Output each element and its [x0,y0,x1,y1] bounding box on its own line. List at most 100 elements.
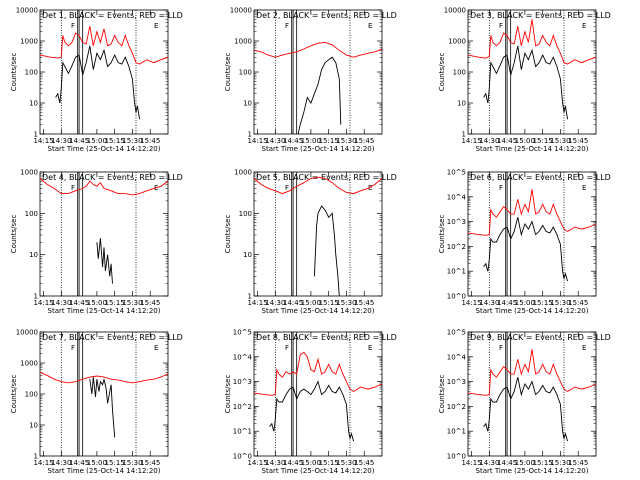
events-series-line [96,238,113,284]
events-series-line [483,217,569,282]
y-tick-label: 1000 [20,360,38,368]
chart-title: Det 4, BLACK = Events, RED = LLD [42,173,183,182]
events-series-line [297,56,342,135]
lld-series-line [253,176,383,195]
y-tick-label: 10000 [16,7,38,15]
x-tick-label: 15:15 [319,137,339,145]
x-tick-label: 15:45 [140,137,160,145]
x-tick-label: 15:45 [568,459,588,467]
y-axis-label: Counts/sec [224,215,232,254]
y-tick-label: 1000 [20,169,38,177]
y-tick-label: 1 [34,131,38,139]
x-tick-label: 14:45 [283,137,303,145]
y-tick-label: 10 [457,100,466,108]
x-axis-label: Start Time (25-Oct-14 14:12:20) [476,307,589,315]
y-tick-label: 10000 [16,329,38,337]
y-tick-label: 10^3 [447,378,466,386]
flag-label: F [71,22,75,30]
x-tick-label: 15:15 [533,459,553,467]
flag-label-right: E [582,184,586,192]
x-tick-label: 14:30 [265,137,285,145]
y-tick-label: 1 [248,293,252,301]
flag-label: F [499,344,503,352]
x-tick-label: 14:15 [247,459,267,467]
flag-label-right: E [154,22,158,30]
det-panel-7: Det 7, BLACK = Events, RED = LLD F E 1 10 100… [10,329,183,476]
flag-label-right: E [368,184,372,192]
x-axis-label: Start Time (25-Oct-14 14:12:20) [476,145,589,153]
x-tick-label: 15:00 [87,137,107,145]
y-tick-label: 10^3 [447,218,466,226]
lld-series-line [253,351,383,396]
y-tick-label: 10^0 [233,453,252,461]
x-tick-label: 15:30 [550,459,570,467]
y-tick-label: 1000 [448,38,466,46]
flag-label: F [285,344,289,352]
x-tick-label: 15:00 [515,299,535,307]
chart-title: Det 3, BLACK = Events, RED = LLD [470,11,611,20]
x-tick-label: 14:45 [283,459,303,467]
x-tick-label: 14:45 [497,137,517,145]
y-tick-label: 100 [239,210,252,218]
y-axis-label: Counts/sec [438,53,446,92]
y-tick-label: 10^1 [447,428,466,436]
x-tick-label: 14:30 [479,459,499,467]
x-tick-label: 15:30 [122,459,142,467]
y-tick-label: 1000 [234,169,252,177]
flag-label-right: E [368,344,372,352]
y-tick-label: 10000 [444,7,466,15]
flag-label-right: E [582,344,586,352]
y-axis-label: Counts/sec [438,215,446,254]
x-tick-label: 15:45 [354,299,374,307]
y-axis-label: Counts/sec [224,53,232,92]
y-tick-label: 10 [29,422,38,430]
x-tick-label: 14:30 [265,459,285,467]
flag-label: F [71,344,75,352]
x-tick-label: 14:45 [497,299,517,307]
y-tick-label: 10 [29,251,38,259]
flag-label: F [285,22,289,30]
y-tick-label: 10^2 [233,403,252,411]
x-tick-label: 14:15 [247,137,267,145]
det-panel-8: Det 8, BLACK = Events, RED = LLD F E 10^0 10… [224,329,397,476]
y-tick-label: 10^3 [233,378,252,386]
x-tick-label: 15:15 [319,299,339,307]
y-tick-label: 1 [34,453,38,461]
plot-frame [467,171,597,297]
flag-label-right: E [582,22,586,30]
y-tick-label: 10^4 [447,353,467,361]
x-tick-label: 15:30 [336,137,356,145]
x-tick-label: 15:00 [87,299,107,307]
lld-series-line [39,26,169,65]
x-tick-label: 14:15 [247,299,267,307]
lld-series-line [467,19,597,65]
x-tick-label: 14:15 [33,299,53,307]
y-tick-label: 10^0 [447,293,466,301]
x-tick-label: 15:00 [301,137,321,145]
plot-frame [253,9,383,135]
flag-label-right: E [154,344,158,352]
x-tick-label: 15:15 [319,459,339,467]
chart-title: Det 5, BLACK = Events, RED = LLD [256,173,397,182]
events-series-line [269,380,355,442]
y-axis-label: Counts/sec [438,375,446,414]
x-tick-label: 14:15 [461,459,481,467]
x-tick-label: 14:30 [479,137,499,145]
events-series-line [483,377,569,442]
flag-label: F [71,184,75,192]
x-tick-label: 14:30 [265,299,285,307]
x-tick-label: 15:00 [515,459,535,467]
y-tick-label: 1000 [20,38,38,46]
events-series-line [55,45,141,120]
x-tick-label: 14:45 [69,299,89,307]
y-tick-label: 10 [243,251,252,259]
chart-title: Det 9, BLACK = Events, RED = LLD [470,333,611,342]
y-tick-label: 1000 [234,38,252,46]
y-tick-label: 100 [25,210,38,218]
x-tick-label: 14:45 [283,299,303,307]
x-tick-label: 14:15 [33,459,53,467]
y-tick-label: 1 [34,293,38,301]
x-tick-label: 15:45 [354,137,374,145]
y-axis-label: Counts/sec [224,375,232,414]
